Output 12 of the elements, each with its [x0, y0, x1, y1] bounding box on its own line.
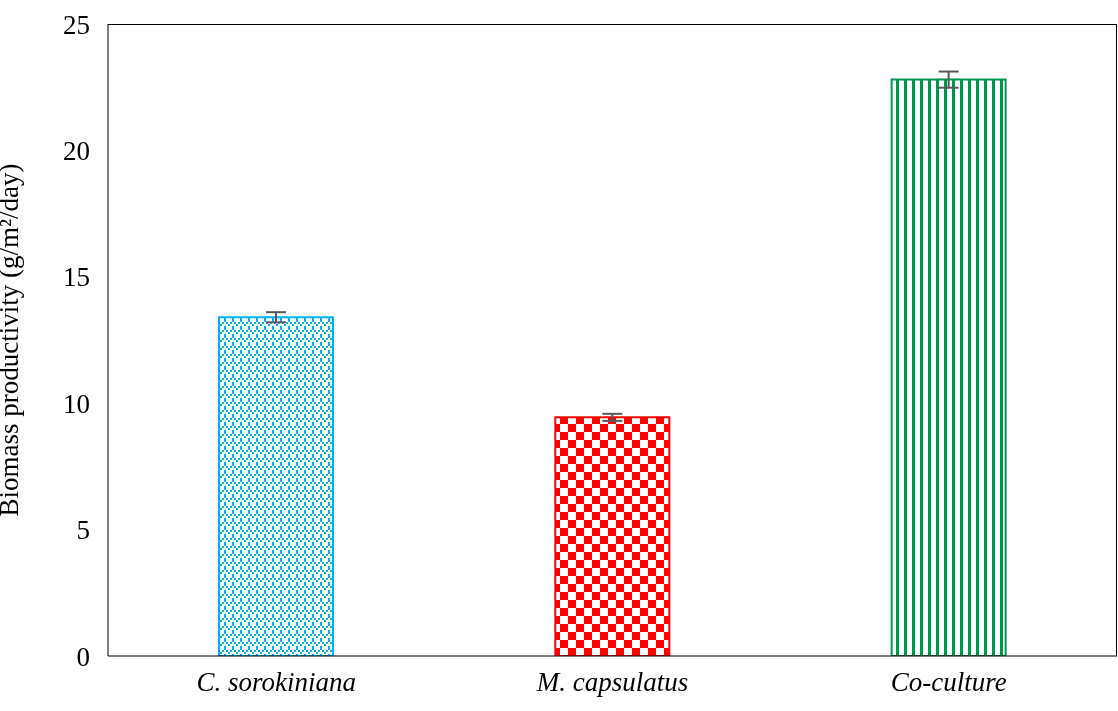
bar: [217, 316, 334, 656]
y-tick-label: 20: [63, 135, 90, 166]
y-tick-label: 25: [63, 9, 90, 40]
y-tick-label: 5: [76, 515, 90, 546]
x-tick-label: Co-culture: [890, 667, 1007, 698]
bar: [554, 416, 671, 656]
y-tick-label: 10: [63, 388, 90, 419]
x-tick-label: C. sorokiniana: [196, 667, 356, 698]
y-tick-label: 0: [76, 641, 90, 672]
x-tick-label: M. capsulatus: [535, 667, 689, 698]
bar: [890, 78, 1007, 656]
y-tick-label: 15: [63, 262, 90, 293]
